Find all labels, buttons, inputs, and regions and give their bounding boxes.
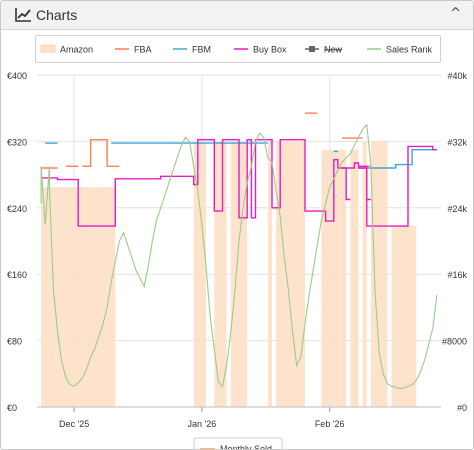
x-tick-label: Jan '26 <box>188 419 217 429</box>
sales-rank-line <box>40 123 438 390</box>
y-left-tick-label: €80 <box>7 337 22 347</box>
buy-box-line <box>342 167 351 201</box>
bottom-legend-box <box>193 437 283 449</box>
legend-label: FBA <box>134 45 152 55</box>
legend-swatch <box>40 44 56 53</box>
axes: €0 #0 €80 #8000 €160 #16k €240 #24k €320 #32k €400… <box>7 71 467 429</box>
legend-item-fbm[interactable]: FBM <box>173 45 211 55</box>
y-left-tick-label: €320 <box>7 137 27 147</box>
series-layer <box>40 112 438 407</box>
line-chart-icon <box>15 8 31 22</box>
legend-label: FBM <box>192 45 211 55</box>
amazon-area-block <box>193 141 206 407</box>
legend-item-new[interactable]: New <box>305 45 343 55</box>
y-right-tick-label: #16k <box>447 270 467 280</box>
legend-marker <box>309 46 315 52</box>
y-left-tick-label: €240 <box>7 204 27 214</box>
legend-item-monthly-sold[interactable]: Monthly Sold <box>193 437 283 449</box>
amazon-area-block <box>41 187 116 407</box>
fbm-line <box>358 148 437 169</box>
legend-label: New <box>324 45 343 55</box>
legend-item-amazon[interactable]: Amazon <box>40 44 93 55</box>
legend-label: Amazon <box>60 45 93 55</box>
legend-label: Sales Rank <box>386 45 433 55</box>
y-right-tick-label: #40k <box>447 71 467 81</box>
y-right-tick-label: #24k <box>447 204 467 214</box>
buy-box-line <box>358 165 371 201</box>
y-left-tick-label: €0 <box>7 403 17 413</box>
fba-line <box>82 138 120 168</box>
y-left-tick-label: €400 <box>7 71 27 81</box>
amazon-area-block <box>391 226 417 407</box>
amazon-area-block <box>362 141 367 407</box>
amazon-area-block <box>321 149 347 407</box>
amazon-area-block <box>214 141 227 407</box>
y-right-tick-label: #32k <box>447 137 467 147</box>
legend-item-sales-rank[interactable]: Sales Rank <box>367 45 433 55</box>
amazon-area-block <box>267 141 272 407</box>
y-right-tick-label: #8000 <box>442 337 467 347</box>
legend-label: Monthly Sold <box>220 444 272 449</box>
legend-label: Buy Box <box>253 45 287 55</box>
amazon-area-block <box>370 141 388 407</box>
y-right-tick-label: #0 <box>457 403 467 413</box>
amazon-area-block <box>350 149 359 407</box>
buy-box-line <box>41 138 437 227</box>
x-tick-label: Feb '26 <box>315 419 345 429</box>
x-tick-label: Dec '25 <box>59 419 89 429</box>
legend-items: Amazon FBA FBM Buy Box New Sales Rank Monthly … <box>40 44 433 449</box>
legend-item-fba[interactable]: FBA <box>115 45 152 55</box>
y-left-tick-label: €160 <box>7 270 27 280</box>
panel-title: Charts <box>36 7 78 23</box>
amazon-area-block <box>276 141 305 407</box>
charts-header[interactable]: Charts ^ <box>1 1 473 30</box>
legend-item-buy-box[interactable]: Buy Box <box>234 45 287 55</box>
collapse-icon[interactable]: ^ <box>450 6 461 21</box>
